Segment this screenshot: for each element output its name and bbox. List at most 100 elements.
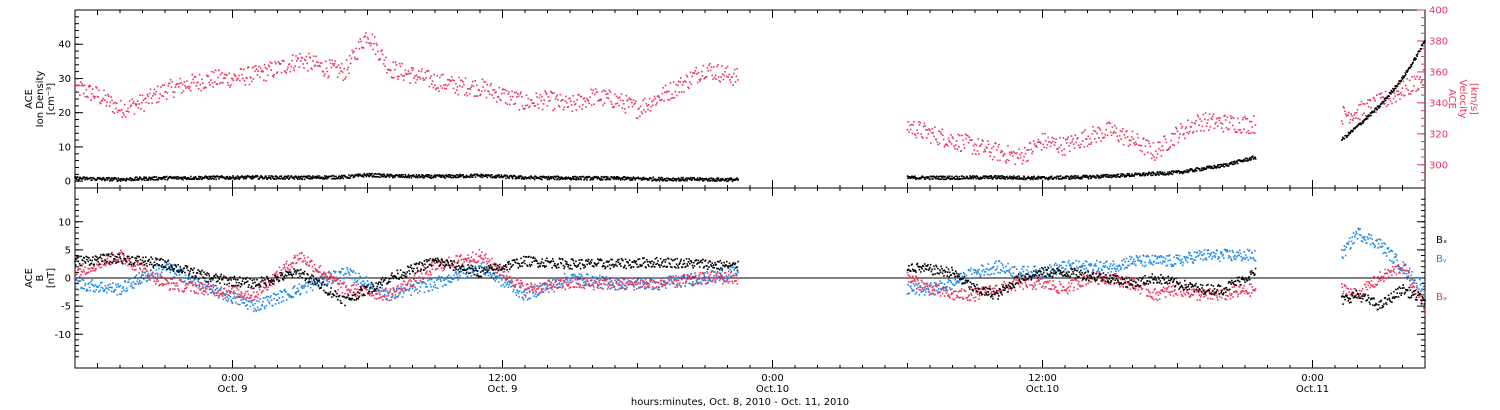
data-point — [648, 97, 651, 100]
data-point — [1049, 145, 1052, 148]
data-point — [595, 175, 598, 178]
data-point — [327, 176, 330, 179]
data-point — [1384, 99, 1387, 102]
data-point — [347, 177, 350, 179]
data-point — [1123, 173, 1125, 176]
data-point — [1146, 139, 1148, 142]
data-point — [969, 270, 972, 272]
data-point — [237, 177, 239, 179]
data-point — [294, 176, 296, 178]
data-point — [147, 95, 149, 98]
data-point — [214, 175, 217, 178]
data-point — [303, 178, 306, 181]
data-point — [658, 96, 660, 99]
data-point — [196, 81, 198, 84]
data-point — [570, 273, 573, 276]
data-point — [166, 92, 169, 94]
data-point — [1021, 268, 1023, 271]
data-point — [1127, 174, 1130, 176]
data-point — [252, 177, 255, 180]
data-point — [1229, 114, 1232, 117]
data-point — [498, 86, 501, 89]
data-point — [1090, 141, 1093, 144]
data-point — [552, 109, 554, 112]
data-point — [436, 287, 439, 289]
data-point — [1172, 133, 1175, 135]
data-point — [1065, 264, 1068, 267]
data-point — [100, 286, 103, 289]
data-point — [989, 155, 992, 158]
data-point — [1076, 266, 1078, 268]
data-point — [360, 40, 362, 43]
data-point — [1185, 171, 1188, 173]
data-point — [410, 66, 413, 69]
data-point — [1359, 118, 1361, 121]
data-point — [397, 174, 399, 177]
data-point — [1406, 70, 1409, 73]
data-point — [446, 84, 448, 87]
data-point — [170, 86, 173, 88]
data-point — [1414, 57, 1416, 59]
data-point — [682, 275, 684, 278]
data-point — [1364, 114, 1367, 117]
data-point — [677, 80, 680, 83]
data-point — [602, 104, 604, 107]
data-point — [336, 66, 338, 68]
data-point — [207, 293, 209, 296]
data-point — [709, 62, 711, 65]
data-point — [1083, 176, 1085, 178]
data-point — [651, 179, 654, 182]
data-point — [574, 178, 576, 181]
data-point — [1374, 108, 1377, 110]
data-point — [994, 174, 997, 177]
data-point — [914, 175, 916, 178]
data-point — [1388, 95, 1390, 98]
data-point — [363, 36, 366, 38]
data-point — [530, 99, 533, 102]
data-point — [381, 173, 384, 176]
data-point — [728, 178, 731, 181]
data-point — [79, 176, 81, 179]
data-point — [714, 74, 717, 77]
data-point — [631, 179, 634, 181]
data-point — [74, 83, 76, 86]
data-point — [151, 177, 153, 180]
data-point — [377, 59, 380, 61]
data-point — [285, 72, 288, 74]
data-point — [486, 176, 489, 179]
data-point — [704, 272, 706, 274]
data-point — [89, 176, 92, 179]
data-point — [696, 81, 699, 84]
data-point — [340, 70, 342, 72]
data-point — [1166, 149, 1168, 151]
data-point — [1405, 73, 1407, 76]
data-point — [1086, 145, 1089, 147]
data-point — [215, 83, 218, 86]
data-point — [505, 279, 507, 281]
data-point — [539, 178, 542, 180]
data-point — [1121, 173, 1123, 175]
data-point — [119, 293, 121, 295]
data-point — [475, 84, 478, 87]
data-point — [1154, 172, 1156, 175]
data-point — [608, 178, 610, 181]
data-point — [284, 178, 287, 180]
data-point — [317, 286, 320, 288]
data-point — [235, 79, 238, 82]
data-point — [311, 68, 313, 71]
data-point — [210, 288, 213, 290]
data-point — [322, 71, 325, 73]
data-point — [204, 86, 206, 89]
data-point — [1185, 126, 1188, 128]
data-point — [668, 178, 671, 180]
data-point — [267, 64, 270, 67]
data-point — [933, 293, 935, 296]
data-point — [1089, 137, 1091, 140]
data-point — [1341, 122, 1344, 125]
data-point — [488, 269, 491, 271]
data-point — [357, 174, 359, 176]
data-point — [1016, 156, 1019, 159]
data-point — [950, 143, 953, 145]
data-point — [559, 286, 561, 289]
data-point — [522, 107, 525, 110]
